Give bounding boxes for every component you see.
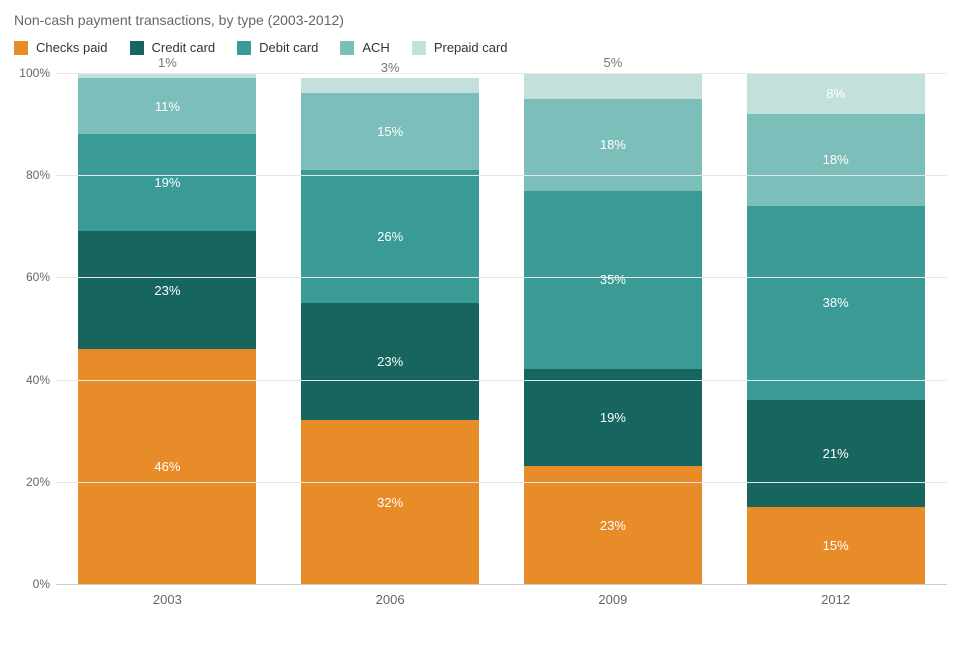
segment-label: 21% — [823, 446, 849, 461]
bar-segment[interactable]: 19% — [524, 369, 702, 466]
legend: Checks paid Credit card Debit card ACH Prepa… — [14, 40, 955, 55]
bar-segment[interactable]: 18% — [747, 114, 925, 206]
legend-item[interactable]: Checks paid — [14, 40, 108, 55]
segment-label: 23% — [154, 283, 180, 298]
legend-item[interactable]: Debit card — [237, 40, 318, 55]
bar-segment[interactable]: 26% — [301, 170, 479, 303]
chart-title: Non-cash payment transactions, by type (… — [14, 12, 955, 28]
bar-segment[interactable]: 3% — [301, 78, 479, 93]
bar-segment[interactable]: 19% — [78, 134, 256, 231]
bar-group: 1%11%19%23%46% — [78, 73, 256, 584]
bar-segment[interactable]: 46% — [78, 349, 256, 584]
gridline — [56, 277, 947, 278]
y-tick-label: 20% — [12, 475, 50, 489]
bar-segment[interactable]: 32% — [301, 420, 479, 584]
gridline — [56, 73, 947, 74]
y-tick-label: 40% — [12, 373, 50, 387]
gridline — [56, 380, 947, 381]
segment-label: 15% — [377, 124, 403, 139]
legend-swatch — [237, 41, 251, 55]
legend-item[interactable]: Prepaid card — [412, 40, 508, 55]
legend-swatch — [130, 41, 144, 55]
plot-region: 1%11%19%23%46%3%15%26%23%32%5%18%35%19%2… — [56, 73, 947, 585]
segment-label: 26% — [377, 229, 403, 244]
x-axis: 2003 2006 2009 2012 — [56, 585, 947, 613]
x-tick-label: 2003 — [78, 592, 256, 607]
bar-segment[interactable]: 15% — [301, 93, 479, 170]
segment-label: 8% — [826, 86, 845, 101]
x-tick-label: 2006 — [301, 592, 479, 607]
bar-segment[interactable]: 15% — [747, 507, 925, 584]
bar-segment[interactable]: 23% — [524, 466, 702, 584]
legend-label: Prepaid card — [434, 40, 508, 55]
segment-label: 18% — [823, 152, 849, 167]
x-tick-label: 2009 — [524, 592, 702, 607]
bar-segment[interactable]: 11% — [78, 78, 256, 134]
y-tick-label: 100% — [12, 66, 50, 80]
legend-label: Checks paid — [36, 40, 108, 55]
bar-group: 8% 18% 38% 21% 15% — [747, 73, 925, 584]
legend-swatch — [412, 41, 426, 55]
bar-segment[interactable]: 5% — [524, 73, 702, 99]
bar-segment[interactable]: 8% — [747, 73, 925, 114]
bar-segment[interactable]: 38% — [747, 206, 925, 400]
y-tick-label: 60% — [12, 270, 50, 284]
segment-label: 23% — [377, 354, 403, 369]
y-tick-label: 0% — [12, 577, 50, 591]
legend-swatch — [14, 41, 28, 55]
legend-label: Debit card — [259, 40, 318, 55]
segment-label: 38% — [823, 295, 849, 310]
segment-label: 23% — [600, 518, 626, 533]
legend-label: ACH — [362, 40, 389, 55]
legend-item[interactable]: ACH — [340, 40, 389, 55]
y-tick-label: 80% — [12, 168, 50, 182]
segment-label: 19% — [154, 175, 180, 190]
chart-area: 1%11%19%23%46%3%15%26%23%32%5%18%35%19%2… — [56, 73, 947, 613]
segment-label: 18% — [600, 137, 626, 152]
segment-label: 19% — [600, 410, 626, 425]
bar-segment[interactable]: 18% — [524, 99, 702, 191]
bars-container: 1%11%19%23%46%3%15%26%23%32%5%18%35%19%2… — [56, 73, 947, 584]
segment-label: 1% — [158, 55, 177, 70]
bar-segment[interactable]: 21% — [747, 400, 925, 507]
bar-segment[interactable]: 35% — [524, 191, 702, 370]
legend-label: Credit card — [152, 40, 216, 55]
legend-swatch — [340, 41, 354, 55]
segment-label: 15% — [823, 538, 849, 553]
x-tick-label: 2012 — [747, 592, 925, 607]
bar-group: 3% 15% 26% 23% 32% — [301, 73, 479, 584]
segment-label: 5% — [603, 55, 622, 70]
segment-label: 46% — [154, 459, 180, 474]
bar-group: 5% 18% 35% 19% 23% — [524, 73, 702, 584]
bar-segment[interactable]: 23% — [301, 303, 479, 421]
segment-label: 11% — [155, 99, 180, 114]
legend-item[interactable]: Credit card — [130, 40, 216, 55]
gridline — [56, 175, 947, 176]
gridline — [56, 482, 947, 483]
segment-label: 32% — [377, 495, 403, 510]
segment-label: 35% — [600, 272, 626, 287]
bar-segment[interactable]: 23% — [78, 231, 256, 349]
